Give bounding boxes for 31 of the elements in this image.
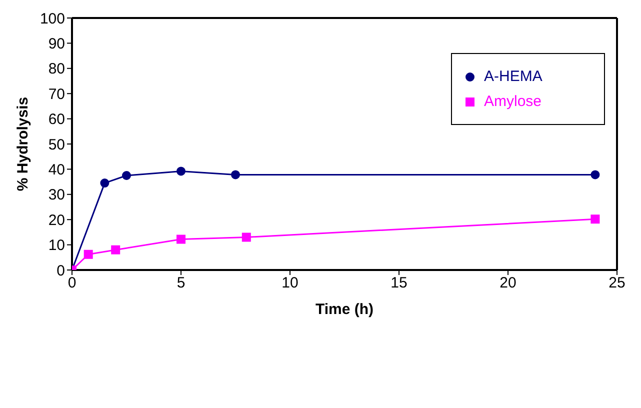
point — [122, 171, 131, 180]
legend-label: Amylose — [484, 93, 542, 110]
x-tick-label: 15 — [390, 274, 408, 292]
x-tick-label: 0 — [68, 274, 76, 292]
y-axis-title: % Hydrolysis — [14, 96, 32, 192]
y-tick-label: 0 — [56, 262, 65, 280]
point — [84, 250, 93, 259]
y-tick-label: 90 — [48, 36, 65, 53]
x-tick-label: 5 — [176, 274, 186, 292]
y-tick-label: 100 — [40, 10, 65, 28]
y-tick-label: 70 — [48, 86, 65, 103]
point — [590, 214, 600, 224]
y-tick-label: 40 — [48, 162, 65, 179]
point — [242, 232, 251, 242]
point — [111, 245, 120, 254]
point — [176, 166, 186, 176]
point — [590, 170, 600, 180]
y-tick-label: 60 — [48, 111, 65, 128]
y-tick-label: 50 — [48, 136, 65, 154]
y-tick-label: 20 — [48, 212, 65, 229]
y-tick-label: 30 — [48, 186, 65, 204]
x-tick-label: 20 — [500, 274, 516, 292]
y-tick-label: 80 — [48, 60, 65, 78]
legend-label: A-HEMA — [484, 68, 542, 85]
y-tick-label: 10 — [48, 237, 65, 254]
point — [100, 178, 110, 188]
point — [231, 170, 240, 180]
point — [176, 234, 186, 244]
x-tick-label: 10 — [282, 274, 298, 292]
x-tick-label: 25 — [608, 274, 626, 292]
x-axis-title: Time (h) — [315, 301, 374, 318]
